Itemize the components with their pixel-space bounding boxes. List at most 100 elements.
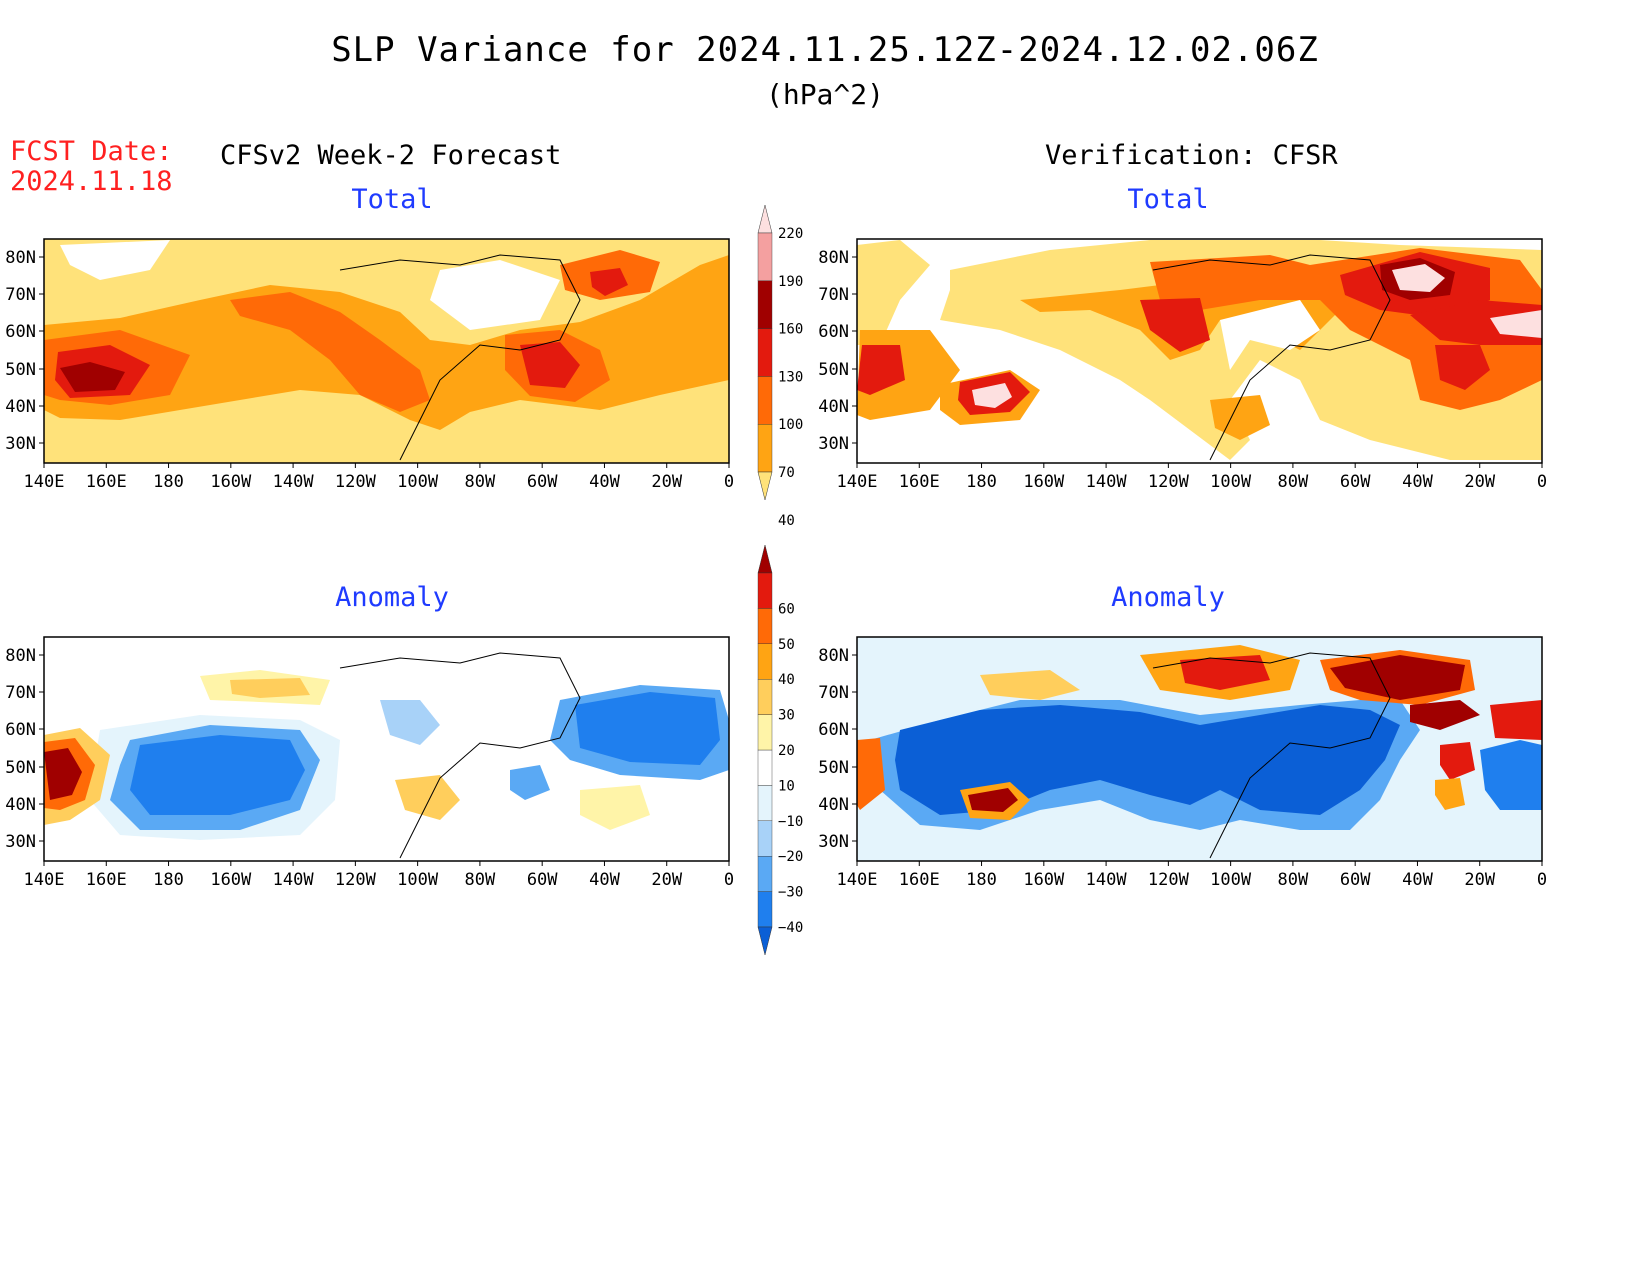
panel-title-forecast-anomaly: Anomaly <box>335 582 449 613</box>
total-colorbar-bottom-extension <box>757 471 773 501</box>
anomaly-colorbar-bottom-extension <box>757 926 773 956</box>
lon-tick-label: 160W <box>1023 870 1065 890</box>
lon-tick-label: 100W <box>1210 472 1252 492</box>
lat-tick-label: 60N <box>5 720 36 740</box>
lon-tick-label: 160E <box>86 870 127 890</box>
lat-tick-label: 60N <box>818 322 849 342</box>
colorbars: 40 70 100 130 160 190 220 −40 −30 −20 −10 10 20 30 40 5… <box>757 204 803 956</box>
anomaly-colorbar-top-extension <box>757 544 773 574</box>
verification-total-frame <box>856 238 1543 464</box>
fcst-date-label: FCST Date: <box>10 136 173 167</box>
lon-tick-label: 180 <box>153 870 184 890</box>
lat-tick-label: 70N <box>5 683 36 703</box>
lon-tick-label: 80W <box>465 870 496 890</box>
verification-anomaly-frame <box>856 636 1543 862</box>
anomaly-colorbar-level-label: −20 <box>778 849 803 865</box>
anomaly-colorbar-swatch <box>757 891 773 928</box>
left-column-title: CFSv2 Week-2 Forecast <box>220 140 562 171</box>
lon-tick-label: 0 <box>724 870 734 890</box>
lon-tick-label: 120W <box>335 870 377 890</box>
lat-tick-label: 80N <box>818 646 849 666</box>
lon-tick-label: 180 <box>966 472 997 492</box>
lon-tick-label: 40W <box>1402 870 1433 890</box>
figure-units: (hPa^2) <box>765 78 884 111</box>
lon-tick-label: 160W <box>210 472 252 492</box>
lat-tick-label: 70N <box>5 285 36 305</box>
total-colorbar-swatch <box>757 424 773 473</box>
lat-tick-label: 80N <box>5 248 36 268</box>
lat-tick-label: 30N <box>5 832 36 852</box>
anomaly-colorbar-swatch <box>757 856 773 892</box>
lon-tick-label: 160W <box>1023 472 1065 492</box>
lat-tick-label: 30N <box>5 434 36 454</box>
lat-tick-label: 30N <box>818 434 849 454</box>
lon-tick-label: 160W <box>210 870 252 890</box>
anomaly-colorbar-level-label: 40 <box>778 672 795 688</box>
right-column-title: Verification: CFSR <box>1045 140 1338 171</box>
lat-tick-label: 40N <box>818 795 849 815</box>
anomaly-colorbar-swatch <box>757 785 773 822</box>
lat-tick-label: 50N <box>5 360 36 380</box>
lon-tick-label: 100W <box>397 870 439 890</box>
lon-tick-label: 0 <box>1537 472 1547 492</box>
forecast-total-frame <box>43 238 730 464</box>
lon-tick-label: 0 <box>1537 870 1547 890</box>
lat-tick-label: 50N <box>5 758 36 778</box>
total-colorbar-swatch <box>757 328 773 377</box>
axis-labels: 80N 70N 60N 50N 40N 30N 140E 160E 180 160W 140W 120… <box>5 248 1547 890</box>
lat-tick-label: 70N <box>818 285 849 305</box>
lat-tick-label: 80N <box>818 248 849 268</box>
total-colorbar-swatch <box>757 376 773 425</box>
lon-tick-label: 140W <box>273 472 315 492</box>
anomaly-colorbar-swatch <box>757 608 773 645</box>
anomaly-colorbar-level-label: 20 <box>778 743 795 759</box>
panel-title-verification-total: Total <box>1127 184 1209 215</box>
anomaly-colorbar-swatch <box>757 714 773 751</box>
lon-tick-label: 120W <box>335 472 377 492</box>
lon-tick-label: 40W <box>1402 472 1433 492</box>
lon-tick-label: 140W <box>1086 472 1128 492</box>
verification-anomaly-map <box>857 637 1542 861</box>
lon-tick-label: 140E <box>24 870 65 890</box>
lon-tick-label: 140W <box>1086 870 1128 890</box>
total-colorbar-level-label: 160 <box>778 322 803 338</box>
lon-tick-label: 140E <box>837 870 878 890</box>
lon-tick-label: 120W <box>1148 472 1190 492</box>
anomaly-colorbar-level-label: −40 <box>778 920 803 936</box>
lon-tick-label: 80W <box>1278 870 1309 890</box>
lon-tick-label: 160E <box>86 472 127 492</box>
fcst-date-value: 2024.11.18 <box>10 166 173 197</box>
total-colorbar-level-label: 130 <box>778 369 803 385</box>
lat-tick-label: 30N <box>818 832 849 852</box>
lat-tick-label: 70N <box>818 683 849 703</box>
lat-tick-label: 40N <box>818 397 849 417</box>
coastlines <box>339 254 1391 859</box>
total-colorbar-level-label: 100 <box>778 417 803 433</box>
lon-tick-label: 60W <box>527 472 558 492</box>
total-colorbar-level-label: 190 <box>778 274 803 290</box>
total-colorbar-swatch <box>757 232 773 281</box>
lon-tick-label: 20W <box>1464 870 1495 890</box>
total-colorbar-top-extension <box>757 204 773 234</box>
anomaly-colorbar-level-label: −30 <box>778 885 803 901</box>
lon-tick-label: 20W <box>1464 472 1495 492</box>
lon-tick-label: 40W <box>589 472 620 492</box>
anomaly-colorbar-level-label: −10 <box>778 814 803 830</box>
forecast-total-map <box>44 239 729 463</box>
lat-tick-label: 40N <box>5 795 36 815</box>
lon-tick-label: 20W <box>651 870 682 890</box>
total-colorbar-level-label: 70 <box>778 465 795 481</box>
anomaly-colorbar-level-label: 30 <box>778 708 795 724</box>
anomaly-colorbar-swatch <box>757 749 773 786</box>
lon-tick-label: 80W <box>465 472 496 492</box>
panel-title-forecast-total: Total <box>351 184 433 215</box>
lon-tick-label: 140W <box>273 870 315 890</box>
lon-tick-label: 140E <box>24 472 65 492</box>
total-colorbar-level-label: 40 <box>778 513 795 529</box>
lon-tick-label: 180 <box>966 870 997 890</box>
lon-tick-label: 160E <box>899 870 940 890</box>
forecast-anomaly-map <box>44 637 729 861</box>
lon-tick-label: 60W <box>1340 870 1371 890</box>
total-colorbar-level-label: 220 <box>778 226 803 242</box>
